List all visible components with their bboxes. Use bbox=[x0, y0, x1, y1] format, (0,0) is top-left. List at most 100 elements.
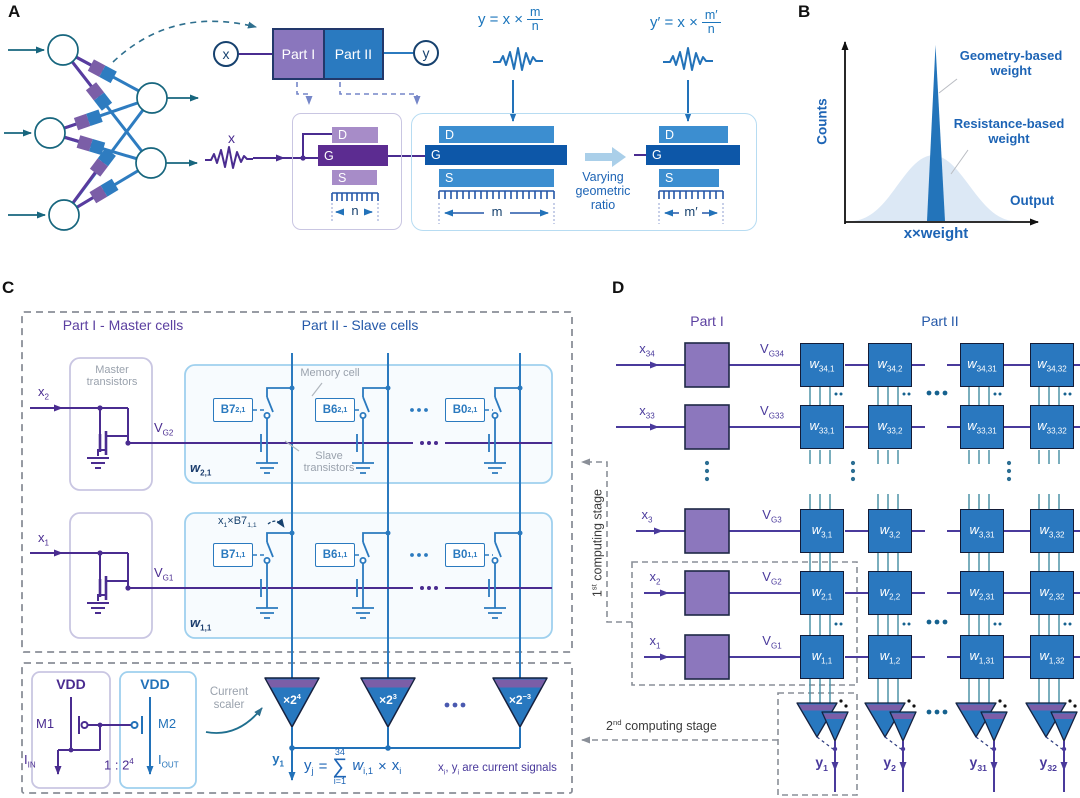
scaler-stacks bbox=[796, 699, 1078, 792]
b-xlabel: Output bbox=[1010, 193, 1055, 208]
b-legend-resistance: Resistance-based weight bbox=[953, 116, 1065, 146]
weight-cell-block: Part I Part II bbox=[272, 28, 384, 80]
source-bar: S bbox=[659, 169, 719, 187]
master-transistor-box bbox=[292, 113, 402, 230]
d-vg34-label: VG34 bbox=[760, 341, 784, 359]
memory-cell-b6-11: B6 1,1 bbox=[315, 543, 355, 567]
d-x2-label: x2 bbox=[649, 569, 661, 587]
x-node: x bbox=[213, 41, 239, 67]
w-cell-34-32: w34,32 bbox=[1030, 343, 1074, 387]
current-scalers bbox=[264, 677, 548, 728]
w-cell-1-31: w1,31 bbox=[960, 635, 1004, 679]
panel-b-label: B bbox=[798, 2, 811, 21]
w-cell-1-32: w1,32 bbox=[1030, 635, 1074, 679]
slave-transistors-label: Slave transistors bbox=[303, 450, 355, 475]
d-x34-label: x34 bbox=[639, 341, 655, 359]
panel-b-plot bbox=[841, 41, 1039, 226]
current-scaler-label: Current scaler bbox=[209, 686, 249, 711]
x-waveform bbox=[205, 133, 332, 169]
w-cell-34-1: w34,1 bbox=[800, 343, 844, 387]
part2-block: Part II bbox=[324, 30, 382, 78]
memory-cell-b7-21: B7 2,1 bbox=[213, 398, 253, 422]
w-cell-3-32: w3,32 bbox=[1030, 509, 1074, 553]
drain-bar: D bbox=[439, 126, 554, 143]
w-cell-2-31: w2,31 bbox=[960, 571, 1004, 615]
master-transistors-label: Master transistors bbox=[86, 364, 138, 389]
stage-connectors bbox=[581, 458, 778, 744]
scaler-x2-4-label: ×24 bbox=[283, 692, 301, 707]
m1-label: M1 bbox=[36, 716, 55, 731]
w-cell-1-2: w1,2 bbox=[868, 635, 912, 679]
formula-y-prime: y′ = x × m′ n bbox=[650, 8, 721, 36]
w-cell-3-1: w3,1 bbox=[800, 509, 844, 553]
d-vg2-label: VG2 bbox=[762, 569, 782, 587]
w-cell-3-2: w3,2 bbox=[868, 509, 912, 553]
y1-output-label: y1 bbox=[272, 751, 284, 769]
gate-bar: G bbox=[318, 145, 388, 166]
memory-cell-label: Memory cell bbox=[300, 367, 360, 379]
d-x33-label: x33 bbox=[639, 403, 655, 421]
mirror-ratio-label: 1 : 24 bbox=[104, 757, 134, 773]
panel-d-label: D bbox=[612, 278, 625, 297]
synapse-to-cell-dashed-arrow bbox=[112, 20, 257, 63]
iin-label: IIN bbox=[24, 752, 36, 770]
bit-product-annotation: x1×B71,1 bbox=[218, 515, 257, 530]
current-signals-note: xi, yi are current signals bbox=[438, 762, 557, 777]
b-legend-geometry: Geometry-based weight bbox=[959, 48, 1063, 78]
width-n-label: n bbox=[351, 203, 359, 218]
width-mprime-label: m′ bbox=[684, 204, 698, 219]
scaler-x2-neg3-label: ×2−3 bbox=[508, 692, 532, 707]
d-vg3-label: VG3 bbox=[762, 507, 782, 525]
first-stage-label: 1st computing stage bbox=[589, 488, 605, 598]
varying-ratio-label: Varying geometric ratio bbox=[575, 170, 631, 212]
w-cell-3-31: w3,31 bbox=[960, 509, 1004, 553]
m2-label: M2 bbox=[158, 716, 177, 731]
w-cell-2-1: w2,1 bbox=[800, 571, 844, 615]
panel-c-label: C bbox=[2, 278, 15, 297]
y-waveform bbox=[493, 47, 713, 122]
w-cell-1-1: w1,1 bbox=[800, 635, 844, 679]
part1-block: Part I bbox=[274, 30, 325, 78]
w11-label: w1,1 bbox=[190, 615, 212, 633]
w-cell-2-2: w2,2 bbox=[868, 571, 912, 615]
b-xtick: x×weight bbox=[903, 225, 969, 242]
scaler-x2-3-label: ×23 bbox=[379, 692, 397, 707]
width-m-label: m bbox=[491, 204, 503, 219]
d-x1-label: x1 bbox=[649, 633, 661, 651]
memory-cell-b0-11: B0 1,1 bbox=[445, 543, 485, 567]
gate-bar: G bbox=[646, 145, 740, 165]
d-y32-label: y32 bbox=[1039, 754, 1057, 773]
slave-transistor-box bbox=[411, 113, 757, 231]
w-cell-33-32: w33,32 bbox=[1030, 405, 1074, 449]
synapse-blocks bbox=[73, 59, 119, 204]
mac-equation: yj = 34 ∑ i=1 wi,1 × xi bbox=[304, 747, 402, 786]
mirror-m2 bbox=[130, 697, 154, 775]
drain-bar: D bbox=[659, 126, 728, 143]
panel-a-label: A bbox=[8, 2, 21, 21]
b-ylabel: Counts bbox=[814, 98, 830, 145]
panel-d-array bbox=[616, 342, 1080, 796]
d-y1-label: y1 bbox=[815, 754, 828, 773]
panel-a-wiring bbox=[205, 47, 724, 224]
d-vg1-label: VG1 bbox=[762, 633, 782, 651]
c-title-part1: Part I - Master cells bbox=[62, 317, 184, 333]
d-part2-header: Part II bbox=[921, 313, 959, 329]
memory-cell-b6-21: B6 2,1 bbox=[315, 398, 355, 422]
vdd-label-m1: VDD bbox=[56, 676, 86, 692]
source-bar: S bbox=[332, 170, 377, 185]
d-x3-label: x3 bbox=[641, 507, 653, 525]
w-cell-34-2: w34,2 bbox=[868, 343, 912, 387]
d-vg33-label: VG33 bbox=[760, 403, 784, 421]
source-bar: S bbox=[439, 169, 554, 187]
memory-cell-b0-21: B0 2,1 bbox=[445, 398, 485, 422]
master-transistor-top bbox=[86, 405, 131, 469]
w-cell-34-31: w34,31 bbox=[960, 343, 1004, 387]
drain-bar: D bbox=[332, 127, 378, 143]
w-cell-33-2: w33,2 bbox=[868, 405, 912, 449]
vg2-label: VG2 bbox=[154, 420, 174, 438]
w-cell-33-1: w33,1 bbox=[800, 405, 844, 449]
gate-bar: G bbox=[425, 145, 567, 165]
memory-cell-b7-11: B7 1,1 bbox=[213, 543, 253, 567]
